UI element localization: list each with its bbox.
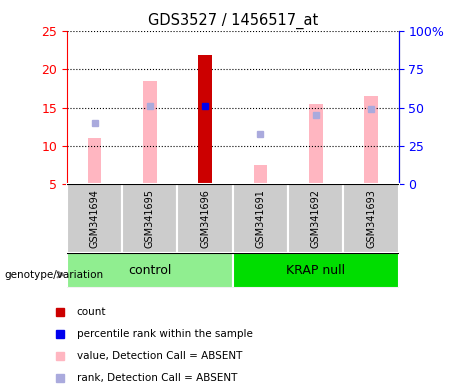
Bar [122,184,177,253]
Bar [198,55,212,184]
Text: GSM341694: GSM341694 [89,189,100,248]
Title: GDS3527 / 1456517_at: GDS3527 / 1456517_at [148,13,318,29]
Bar [177,184,233,253]
Text: GSM341696: GSM341696 [200,189,210,248]
Bar [364,96,378,184]
Bar [67,184,122,253]
Text: GSM341695: GSM341695 [145,189,155,248]
Bar [143,81,157,184]
Text: GSM341693: GSM341693 [366,189,376,248]
Text: rank, Detection Call = ABSENT: rank, Detection Call = ABSENT [77,373,237,383]
Bar [88,138,101,184]
Text: GSM341691: GSM341691 [255,189,266,248]
Bar [309,104,323,184]
Text: KRAP null: KRAP null [286,264,345,277]
Text: percentile rank within the sample: percentile rank within the sample [77,329,253,339]
Text: GSM341692: GSM341692 [311,189,321,248]
Text: control: control [128,264,171,277]
Bar [288,184,343,253]
Bar [233,184,288,253]
Text: count: count [77,306,106,316]
Bar [67,253,233,288]
Bar [233,253,399,288]
Bar [343,184,399,253]
Text: value, Detection Call = ABSENT: value, Detection Call = ABSENT [77,351,242,361]
Bar [254,165,267,184]
Text: genotype/variation: genotype/variation [5,270,104,280]
